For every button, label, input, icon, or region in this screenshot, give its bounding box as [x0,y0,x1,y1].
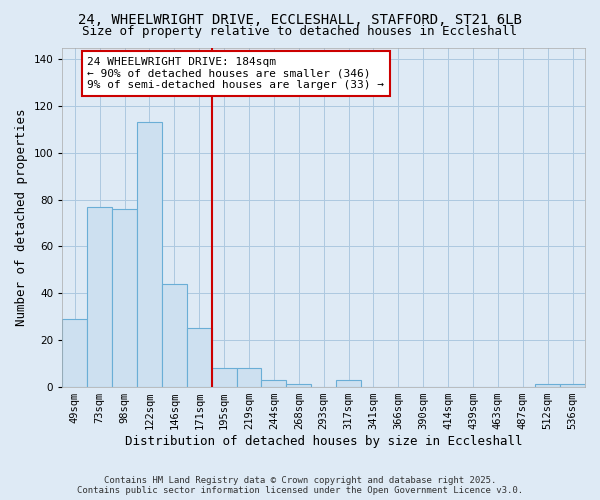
Bar [62,319,87,386]
Bar [262,380,286,386]
Bar [162,284,187,387]
Text: 24 WHEELWRIGHT DRIVE: 184sqm
← 90% of detached houses are smaller (346)
9% of se: 24 WHEELWRIGHT DRIVE: 184sqm ← 90% of de… [87,57,384,90]
Bar [87,206,112,386]
X-axis label: Distribution of detached houses by size in Eccleshall: Distribution of detached houses by size … [125,434,523,448]
Bar [535,384,560,386]
Text: Size of property relative to detached houses in Eccleshall: Size of property relative to detached ho… [83,25,517,38]
Bar [560,384,585,386]
Y-axis label: Number of detached properties: Number of detached properties [15,108,28,326]
Bar [212,368,236,386]
Bar [286,384,311,386]
Bar [236,368,262,386]
Bar [187,328,212,386]
Bar [112,209,137,386]
Text: Contains HM Land Registry data © Crown copyright and database right 2025.
Contai: Contains HM Land Registry data © Crown c… [77,476,523,495]
Bar [137,122,162,386]
Bar [336,380,361,386]
Text: 24, WHEELWRIGHT DRIVE, ECCLESHALL, STAFFORD, ST21 6LB: 24, WHEELWRIGHT DRIVE, ECCLESHALL, STAFF… [78,12,522,26]
